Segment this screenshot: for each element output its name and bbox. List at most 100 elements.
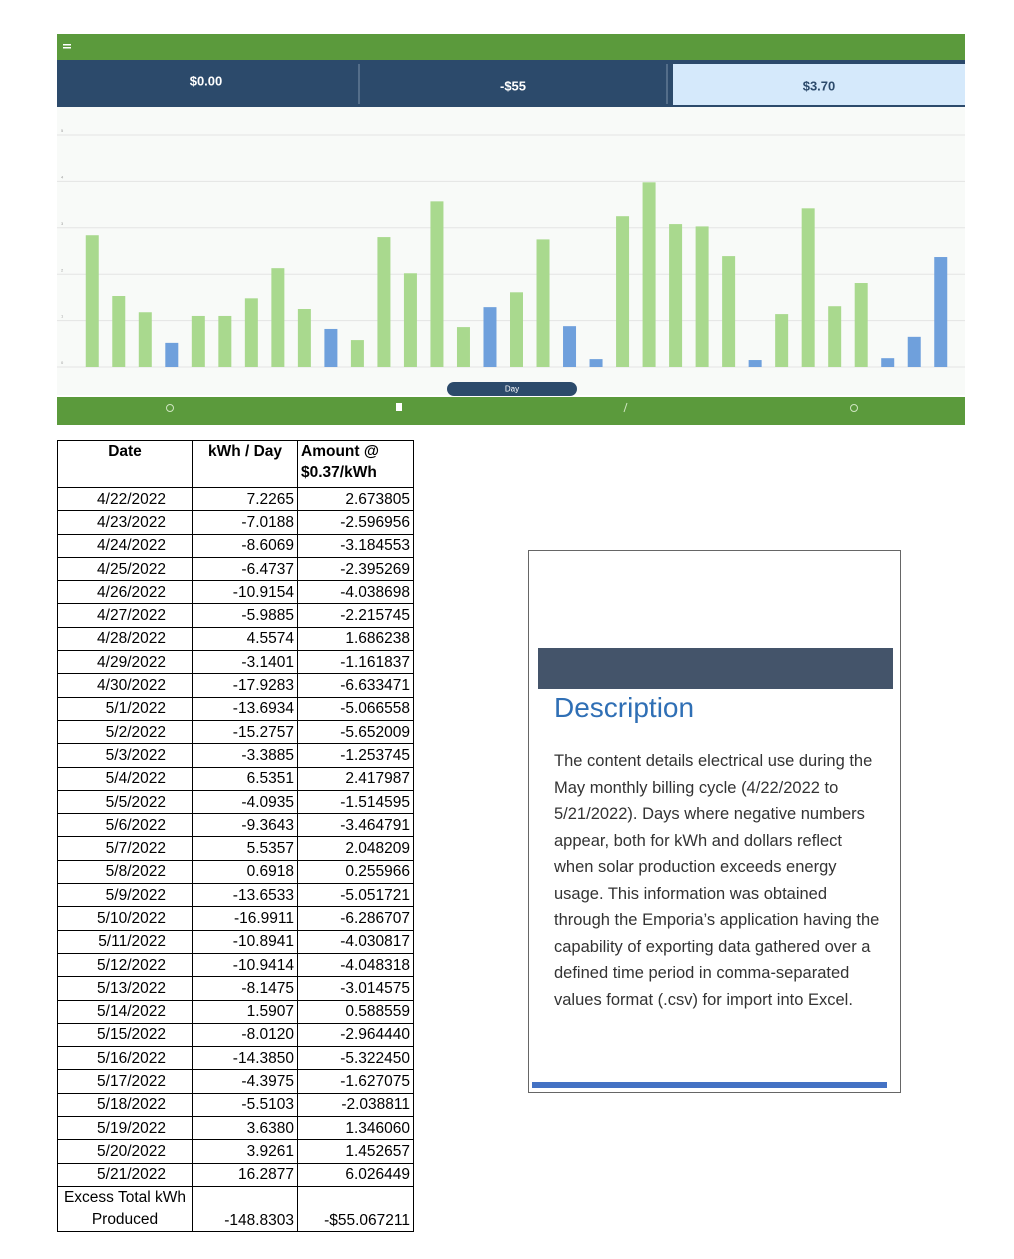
table-cell: -1.627075 — [297, 1069, 414, 1094]
bar — [616, 216, 630, 367]
table-row: 5/3/2022 -3.3885 -1.253745 — [57, 743, 414, 768]
table-cell: 4/22/2022 — [57, 486, 193, 512]
table-cell: 1.346060 — [297, 1116, 414, 1141]
nav-icon[interactable] — [850, 404, 858, 412]
table-cell: 5/9/2022 — [57, 883, 193, 908]
table-row: 5/1/2022 -13.6934 -5.066558 — [57, 696, 414, 721]
table-cell: -6.286707 — [297, 906, 414, 931]
bar — [350, 340, 364, 367]
nav-icon[interactable] — [396, 403, 402, 411]
table-cell: -5.9885 — [192, 603, 298, 628]
table-row: 5/15/2022 -8.0120 -2.964440 — [57, 1022, 414, 1048]
table-row: 5/7/2022 5.5357 2.048209 — [57, 836, 414, 861]
table-row: 4/22/2022 7.2265 2.673805 — [57, 486, 414, 512]
table-cell: 5/2/2022 — [57, 719, 193, 745]
table-cell: -1.253745 — [297, 743, 414, 768]
menu-icon[interactable] — [63, 44, 71, 46]
table-cell: 4.5574 — [192, 626, 298, 652]
table-cell: -2.395269 — [297, 556, 414, 582]
table-cell: 5/5/2022 — [57, 789, 193, 815]
table-cell: -7.0188 — [192, 510, 298, 535]
table-cell: 1.686238 — [297, 626, 414, 652]
table-row: 5/10/2022 -16.9911 -6.286707 — [57, 906, 414, 931]
table-cell: 2.673805 — [297, 486, 414, 512]
table-cell: -2.596956 — [297, 510, 414, 535]
table-cell: -3.3885 — [192, 743, 298, 768]
table-cell: -2.964440 — [297, 1022, 414, 1048]
table-cell: -16.9911 — [192, 906, 298, 931]
table-cell: 2.417987 — [297, 766, 414, 791]
table-cell: -17.9283 — [192, 673, 298, 698]
header-cell: Date — [57, 440, 193, 488]
table-cell: -3.464791 — [297, 813, 414, 838]
bar — [165, 342, 179, 367]
table-cell: 4/23/2022 — [57, 510, 193, 535]
bar — [138, 312, 152, 367]
footer-cell: -148.8303 — [192, 1185, 298, 1232]
bar — [775, 314, 789, 367]
tab-pill[interactable] — [447, 382, 577, 396]
table-cell: -4.038698 — [297, 580, 414, 605]
table-cell: -8.6069 — [192, 533, 298, 558]
table-cell: 4/29/2022 — [57, 650, 193, 675]
app-screenshot: $0.00 -$55 $3.70 0 1 2 3 4 5 Day — [57, 34, 965, 425]
table-cell: -3.184553 — [297, 533, 414, 558]
bar — [85, 235, 99, 367]
table-row: 5/8/2022 0.6918 0.255966 — [57, 859, 414, 885]
table-cell: 6.026449 — [297, 1162, 414, 1187]
bar — [695, 226, 709, 367]
table-cell: 5.5357 — [192, 836, 298, 861]
stat-value: $0.00 — [190, 73, 223, 88]
description-title: Description — [554, 692, 695, 723]
nav-icon[interactable] — [166, 404, 174, 412]
header-cell: Amount @ $0.37/kWh — [297, 440, 414, 488]
table-row: 5/21/2022 16.2877 6.026449 — [57, 1162, 414, 1187]
table-cell: 5/4/2022 — [57, 766, 193, 791]
bar — [934, 257, 948, 367]
table-row: 5/2/2022 -15.2757 -5.652009 — [57, 719, 414, 745]
nav-icon[interactable] — [623, 402, 628, 413]
bar — [828, 306, 842, 367]
table-row: 5/5/2022 -4.0935 -1.514595 — [57, 789, 414, 815]
table-cell: 1.5907 — [192, 999, 298, 1024]
table-row: 4/29/2022 -3.1401 -1.161837 — [57, 650, 414, 675]
table-cell: 2.048209 — [297, 836, 414, 861]
table-cell: -1.161837 — [297, 650, 414, 675]
table-cell: 5/1/2022 — [57, 696, 193, 721]
bar — [669, 224, 683, 367]
plot: 0 1 2 3 4 5 — [57, 128, 965, 368]
table-cell: -4.0935 — [192, 789, 298, 815]
bar — [907, 336, 921, 367]
table-cell: 5/3/2022 — [57, 743, 193, 768]
table-cell: 5/11/2022 — [57, 929, 193, 954]
bar — [244, 298, 258, 367]
table-cell: 5/10/2022 — [57, 906, 193, 931]
table-row: 4/28/2022 4.5574 1.686238 — [57, 626, 414, 652]
menu-icon — [63, 47, 71, 49]
bar — [403, 273, 417, 367]
footer-cell: Excess Total kWh Produced — [57, 1185, 193, 1232]
table-cell: 4/30/2022 — [57, 673, 193, 698]
stat-value: -$55 — [500, 78, 526, 93]
table-cell: 3.9261 — [192, 1139, 298, 1164]
data-table: Date kWh / Day Amount @ $0.37/kWh 4/22/2… — [57, 440, 414, 1232]
table-cell: -5.652009 — [297, 719, 414, 745]
table-cell: 7.2265 — [192, 486, 298, 512]
tab-label[interactable]: Day — [505, 385, 519, 394]
table-row: 5/19/2022 3.6380 1.346060 — [57, 1116, 414, 1141]
table-cell: -4.030817 — [297, 929, 414, 954]
bar — [748, 360, 762, 367]
table-cell: 5/6/2022 — [57, 813, 193, 838]
stat-selected[interactable] — [673, 64, 965, 105]
table-cell: -5.051721 — [297, 883, 414, 908]
bar — [191, 315, 205, 367]
table-cell: 5/19/2022 — [57, 1116, 193, 1141]
table-cell: 5/21/2022 — [57, 1162, 193, 1187]
table-row: 4/25/2022 -6.4737 -2.395269 — [57, 556, 414, 582]
table-row: 5/17/2022 -4.3975 -1.627075 — [57, 1069, 414, 1094]
stat-value: $3.70 — [803, 78, 836, 93]
table-row: 4/26/2022 -10.9154 -4.038698 — [57, 580, 414, 605]
bar — [801, 208, 815, 367]
table-cell: -14.3850 — [192, 1046, 298, 1071]
table-cell: 5/7/2022 — [57, 836, 193, 861]
